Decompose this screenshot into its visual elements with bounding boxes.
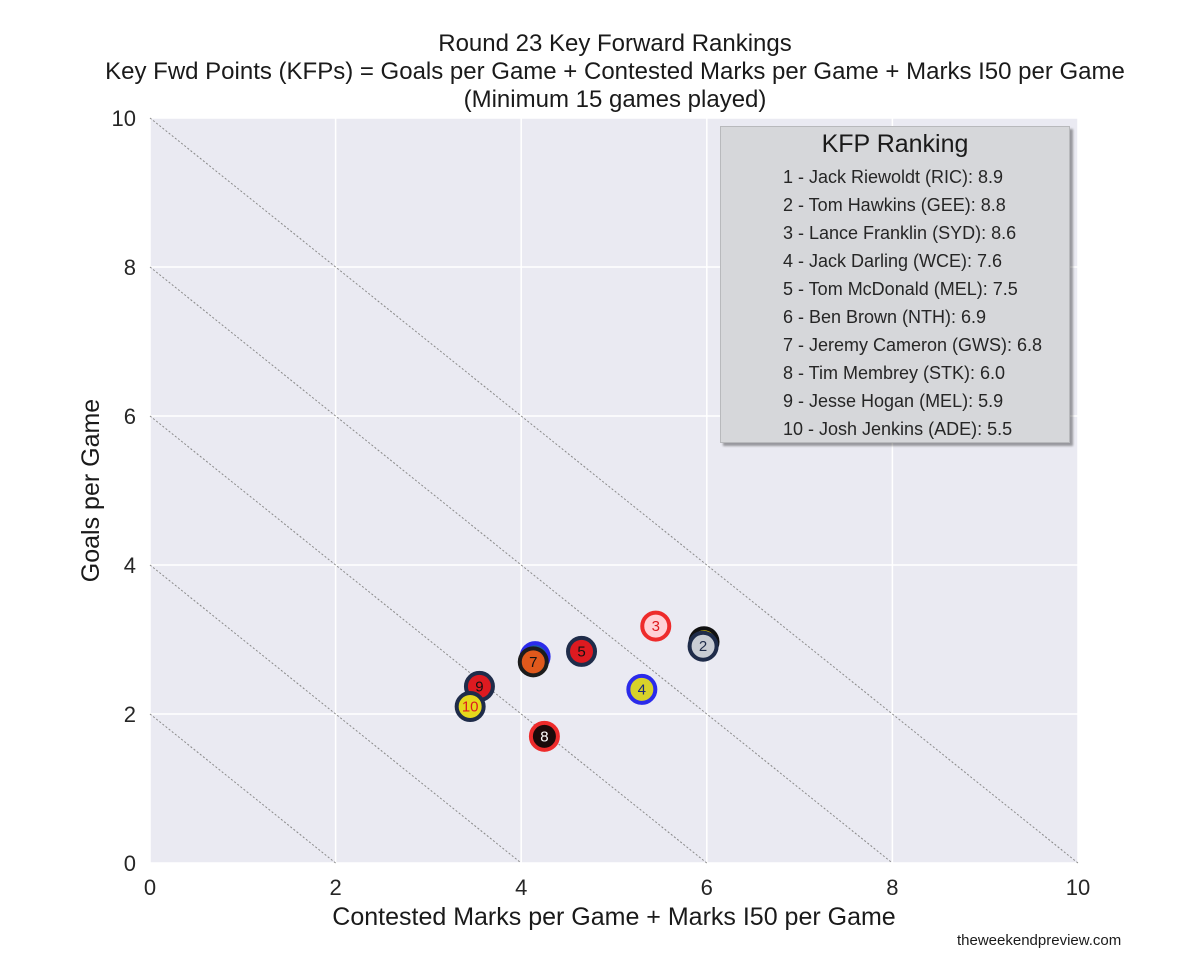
y-tick-label: 0 <box>124 851 136 876</box>
legend-entry: 2 - Tom Hawkins (GEE): 8.8 <box>783 195 1006 215</box>
source-credit: theweekendpreview.com <box>957 932 1122 949</box>
x-tick-labels: 0 2 4 6 8 10 <box>144 875 1090 900</box>
x-tick-label: 8 <box>886 875 898 900</box>
legend-title: KFP Ranking <box>821 130 969 158</box>
legend-entry: 8 - Tim Membrey (STK): 6.0 <box>783 363 1006 383</box>
x-tick-label: 0 <box>144 875 156 900</box>
legend-entry: 10 - Josh Jenkins (ADE): 5.5 <box>783 419 1013 439</box>
y-axis-label: Goals per Game <box>77 399 105 582</box>
legend-entry: 4 - Jack Darling (WCE): 7.6 <box>783 251 1003 271</box>
legend-entry: 3 - Lance Franklin (SYD): 8.6 <box>783 223 1017 243</box>
data-points: 67531249108 <box>454 610 720 752</box>
y-tick-label: 2 <box>124 702 136 727</box>
data-point: 7 <box>517 646 549 678</box>
data-point: 5 <box>566 635 598 667</box>
point-label: 5 <box>577 643 585 660</box>
legend-entries: 1 - Jack Riewoldt (RIC): 8.9 2 - Tom Haw… <box>783 163 1042 443</box>
point-label: 7 <box>529 654 537 671</box>
y-tick-labels: 0 2 4 6 8 10 <box>112 106 136 876</box>
legend-entry: 9 - Jesse Hogan (MEL): 5.9 <box>783 391 1004 411</box>
point-label: 4 <box>638 681 646 698</box>
y-tick-label: 6 <box>124 404 136 429</box>
chart-subtitle-line-2: (Minimum 15 games played) <box>463 86 767 113</box>
reference-lines <box>149 117 1079 864</box>
point-marker <box>640 610 672 642</box>
reference-line <box>149 266 893 864</box>
point-label: 8 <box>540 728 548 745</box>
reference-line <box>149 415 708 864</box>
legend-entry: 1 - Jack Riewoldt (RIC): 8.9 <box>783 167 1004 187</box>
point-marker <box>454 691 486 723</box>
x-tick-label: 6 <box>701 875 713 900</box>
data-point: 10 <box>454 691 486 723</box>
x-axis-label: Contested Marks per Game + Marks I50 per… <box>332 903 895 931</box>
reference-line <box>149 564 522 864</box>
legend-entry: 6 - Ben Brown (NTH): 6.9 <box>783 307 987 327</box>
legend-entry: 5 - Tom McDonald (MEL): 7.5 <box>783 279 1018 299</box>
x-tick-label: 4 <box>515 875 527 900</box>
point-marker <box>687 630 719 662</box>
point-marker <box>626 673 658 705</box>
chart-subtitle-line-1: Key Fwd Points (KFPs) = Goals per Game +… <box>105 58 1125 85</box>
point-marker <box>566 635 598 667</box>
data-point: 3 <box>640 610 672 642</box>
data-point: 4 <box>626 673 658 705</box>
data-point: 8 <box>528 720 560 752</box>
data-point: 2 <box>687 630 719 662</box>
y-tick-label: 4 <box>124 553 136 578</box>
point-label: 10 <box>462 699 479 716</box>
point-marker <box>517 646 549 678</box>
x-tick-label: 10 <box>1066 875 1090 900</box>
chart-title-block: Round 23 Key Forward Rankings Key Fwd Po… <box>0 30 1200 114</box>
legend: KFP Ranking 1 - Jack Riewoldt (RIC): 8.9… <box>720 126 1070 443</box>
x-tick-label: 2 <box>329 875 341 900</box>
chart-title: Round 23 Key Forward Rankings <box>438 30 792 57</box>
y-tick-label: 10 <box>112 106 136 131</box>
point-label: 3 <box>652 618 660 635</box>
point-marker <box>528 720 560 752</box>
point-label: 2 <box>699 638 707 655</box>
legend-entry: 7 - Jeremy Cameron (GWS): 6.8 <box>783 335 1043 355</box>
y-tick-label: 8 <box>124 255 136 280</box>
point-label: 9 <box>475 678 483 695</box>
